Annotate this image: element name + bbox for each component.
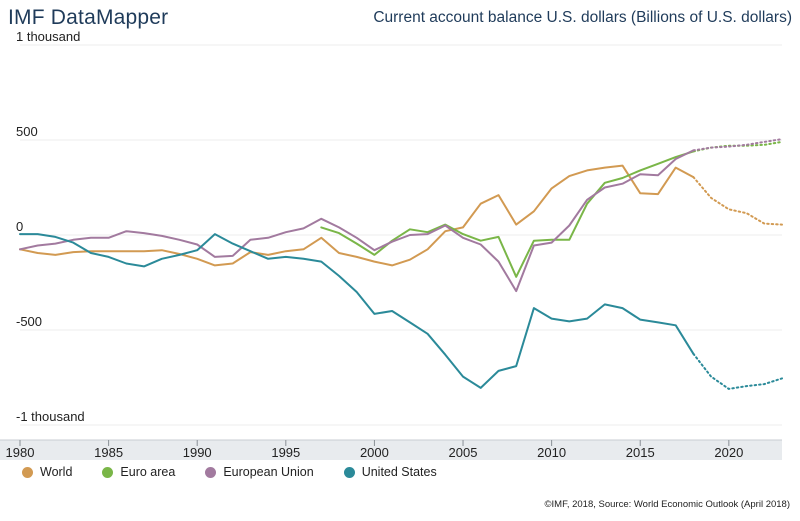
legend-item[interactable]: Euro area xyxy=(102,465,175,479)
x-tick-label: 2015 xyxy=(626,445,655,460)
series-line-projection[interactable] xyxy=(692,352,783,390)
x-tick-label: 1985 xyxy=(94,445,123,460)
x-axis-band xyxy=(0,440,782,460)
series-line-projection[interactable] xyxy=(692,138,783,152)
y-tick-label: -500 xyxy=(16,314,42,329)
legend-item[interactable]: European Union xyxy=(205,465,314,479)
legend-item[interactable]: World xyxy=(22,465,72,479)
y-tick-label: 500 xyxy=(16,124,38,139)
x-tick-label: 2010 xyxy=(537,445,566,460)
series-line-actual[interactable] xyxy=(19,164,695,267)
series-european-union xyxy=(19,138,783,293)
legend-label: United States xyxy=(361,465,437,479)
chart-subtitle: Current account balance U.S. dollars (Bi… xyxy=(373,9,792,26)
legend-swatch-icon xyxy=(343,466,355,478)
x-tick-label: 1995 xyxy=(271,445,300,460)
x-tick-label: 1980 xyxy=(6,445,35,460)
legend-label: Euro area xyxy=(120,465,176,479)
y-tick-label: -1 thousand xyxy=(16,409,85,424)
legend-swatch-icon xyxy=(205,466,217,478)
series-group xyxy=(19,138,783,390)
y-tick-label: 0 xyxy=(16,219,23,234)
series-line-actual[interactable] xyxy=(19,233,695,389)
x-tick-label: 2005 xyxy=(449,445,478,460)
series-line-projection[interactable] xyxy=(692,176,783,226)
x-tick-label: 2000 xyxy=(360,445,389,460)
series-world xyxy=(19,164,783,267)
legend-swatch-icon xyxy=(102,466,114,478)
series-united-states xyxy=(19,233,783,390)
x-axis: 1980 1985 1990 1995 2000 2005 2010 2015 2020 xyxy=(0,439,782,460)
legend-item[interactable]: United States xyxy=(343,465,437,479)
series-line-actual[interactable] xyxy=(19,149,695,293)
plot-background xyxy=(20,45,782,440)
x-tick-label: 2020 xyxy=(714,445,743,460)
source-note: ©IMF, 2018, Source: World Economic Outlo… xyxy=(544,499,790,510)
legend-swatch-icon xyxy=(22,466,33,478)
series-line-actual[interactable] xyxy=(320,150,695,278)
y-axis: 1 thousand 500 0 -500 -1 thousand xyxy=(16,29,85,424)
brand-title: IMF DataMapper xyxy=(8,6,169,29)
y-tick-label: 1 thousand xyxy=(16,29,80,44)
legend-label: European Union xyxy=(223,465,314,479)
legend-label: World xyxy=(40,465,73,479)
x-tick-label: 1990 xyxy=(183,445,212,460)
legend: World Euro area European Union United State… xyxy=(22,465,437,479)
